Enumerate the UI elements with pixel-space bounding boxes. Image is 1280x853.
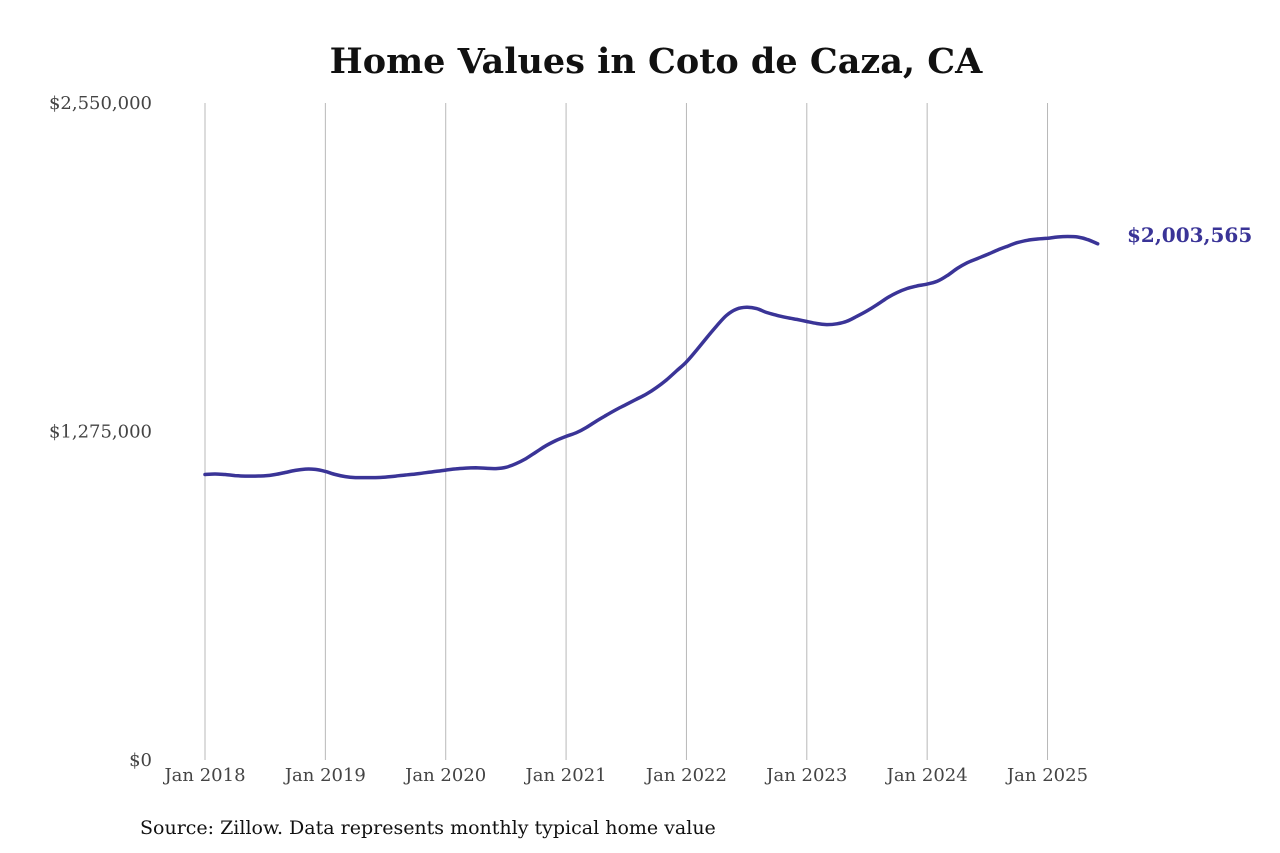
- x-tick-label: Jan 2024: [885, 765, 968, 786]
- y-axis-ticks: $0 $1,275,000 $2,550,000: [49, 93, 152, 771]
- y-tick-label: $2,550,000: [49, 93, 152, 114]
- source-note: Source: Zillow. Data represents monthly …: [140, 817, 716, 839]
- y-tick-label: $1,275,000: [49, 422, 152, 443]
- x-tick-label: Jan 2025: [1005, 765, 1088, 786]
- x-gridlines: [204, 103, 1049, 760]
- x-axis-ticks: Jan 2018 Jan 2019 Jan 2020 Jan 2021 Jan 2022…: [162, 765, 1088, 786]
- x-tick-label: Jan 2020: [403, 765, 486, 786]
- x-tick-label: Jan 2022: [644, 765, 727, 786]
- x-tick-label: Jan 2019: [283, 765, 366, 786]
- x-tick-label: Jan 2021: [524, 765, 607, 786]
- home-value-series-line: [203, 234, 1100, 480]
- chart-title: Home Values in Coto de Caza, CA: [330, 41, 983, 82]
- x-tick-label: Jan 2018: [162, 765, 245, 786]
- end-value-label: $2,003,565: [1127, 223, 1252, 247]
- x-tick-label: Jan 2023: [764, 765, 847, 786]
- y-tick-label: $0: [129, 750, 152, 771]
